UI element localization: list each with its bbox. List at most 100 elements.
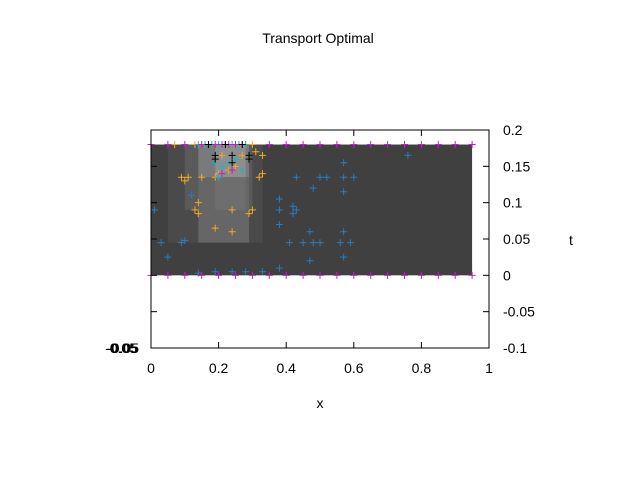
scatter-point (340, 188, 348, 196)
scatter-point (333, 141, 341, 149)
scatter-point (198, 271, 206, 279)
scatter-point (218, 151, 226, 159)
scatter-point (211, 155, 219, 163)
scatter-point (164, 271, 172, 279)
scatter-point (211, 224, 219, 232)
scatter-point (164, 253, 172, 261)
scatter-point (384, 141, 392, 149)
scatter-markers (147, 141, 476, 279)
scatter-point (228, 206, 236, 214)
scatter-point (282, 141, 290, 149)
scatter-point (275, 195, 283, 203)
scatter-point (221, 141, 229, 149)
scatter-point (289, 210, 297, 218)
scatter-point (340, 253, 348, 261)
y-tick-label: 0.05 (503, 231, 530, 247)
y-tick-label: -0.1 (503, 340, 527, 356)
scatter-point (316, 271, 324, 279)
x-tick-label: 0.6 (344, 360, 364, 376)
y-axis-ticks: -0.1 -0.05 0 0.05 0.1 0.15 0.2 (151, 122, 535, 356)
scatter-point (228, 151, 236, 159)
scatter-point (181, 271, 189, 279)
scatter-point (434, 271, 442, 279)
scatter-point (316, 141, 324, 149)
scatter-point (367, 271, 375, 279)
scatter-point (367, 141, 375, 149)
scatter-point (275, 264, 283, 272)
scatter-point (417, 271, 425, 279)
scatter-point (238, 141, 246, 149)
scatter-point (275, 220, 283, 228)
chart-title: Transport Optimal (262, 30, 374, 46)
scatter-point (316, 173, 324, 181)
scatter-point (211, 141, 219, 149)
scatter-point (181, 141, 189, 149)
scatter-point (259, 151, 267, 159)
x-tick-label: 0.4 (276, 360, 296, 376)
x-tick-label: 0.8 (412, 360, 432, 376)
scatter-point (306, 228, 314, 236)
scatter-point (181, 177, 189, 185)
scatter-point (306, 257, 314, 265)
scatter-point (299, 239, 307, 247)
scatter-point (434, 141, 442, 149)
scatter-point (245, 155, 253, 163)
scatter-point (340, 173, 348, 181)
scatter-point (275, 206, 283, 214)
scatter-point (181, 236, 189, 244)
scatter-point (401, 141, 408, 149)
y-tick-label: 0.2 (503, 122, 523, 138)
scatter-point (228, 228, 236, 236)
scatter-point (255, 173, 263, 181)
scatter-point (323, 173, 331, 181)
scatter-point (248, 141, 256, 149)
heatmap (151, 144, 473, 276)
scatter-point (171, 141, 179, 149)
scatter-point (468, 271, 476, 279)
scatter-point (248, 271, 256, 279)
heatmap-cell (215, 144, 246, 178)
scatter-point (346, 239, 354, 247)
scatter-point (228, 159, 236, 167)
scatter-point (265, 141, 273, 149)
scatter-point (164, 141, 172, 149)
scatter-point (259, 268, 267, 276)
scatter-point (299, 271, 307, 279)
scatter-point (157, 239, 165, 247)
y-tick-label: 0.1 (503, 195, 523, 211)
scatter-point (252, 148, 260, 156)
scatter-point (259, 170, 267, 178)
left-overlapping-labels: -0.05 -0.05 -0.05 (105, 340, 139, 356)
scatter-point (191, 206, 199, 214)
scatter-point (309, 239, 317, 247)
scatter-point (451, 271, 459, 279)
scatter-point (194, 199, 202, 207)
scatter-point (232, 271, 239, 279)
scatter-point (309, 184, 317, 192)
scatter-point (150, 206, 158, 214)
scatter-point (417, 141, 425, 149)
heatmap-cell (215, 177, 246, 210)
scatter-point (340, 159, 348, 167)
x-axis-label: x (317, 395, 324, 411)
scatter-point (218, 162, 226, 170)
scatter-point (204, 141, 212, 149)
scatter-point (232, 162, 239, 170)
scatter-point (232, 155, 239, 163)
scatter-point (350, 141, 358, 149)
scatter-point (316, 239, 324, 247)
scatter-point (286, 239, 294, 247)
scatter-point (282, 271, 290, 279)
scatter-point (242, 268, 250, 276)
y-tick-label: 0 (503, 267, 511, 283)
scatter-point (289, 202, 297, 210)
scatter-point (350, 271, 358, 279)
scatter-point (333, 271, 341, 279)
scatter-point (215, 173, 223, 181)
scatter-point (340, 228, 348, 236)
y-tick-label: 0.15 (503, 158, 530, 174)
scatter-point (350, 173, 358, 181)
scatter-point (336, 239, 344, 247)
scatter-point (292, 206, 300, 214)
x-axis-ticks: 0 0.2 0.4 0.6 0.8 1 (147, 130, 493, 376)
